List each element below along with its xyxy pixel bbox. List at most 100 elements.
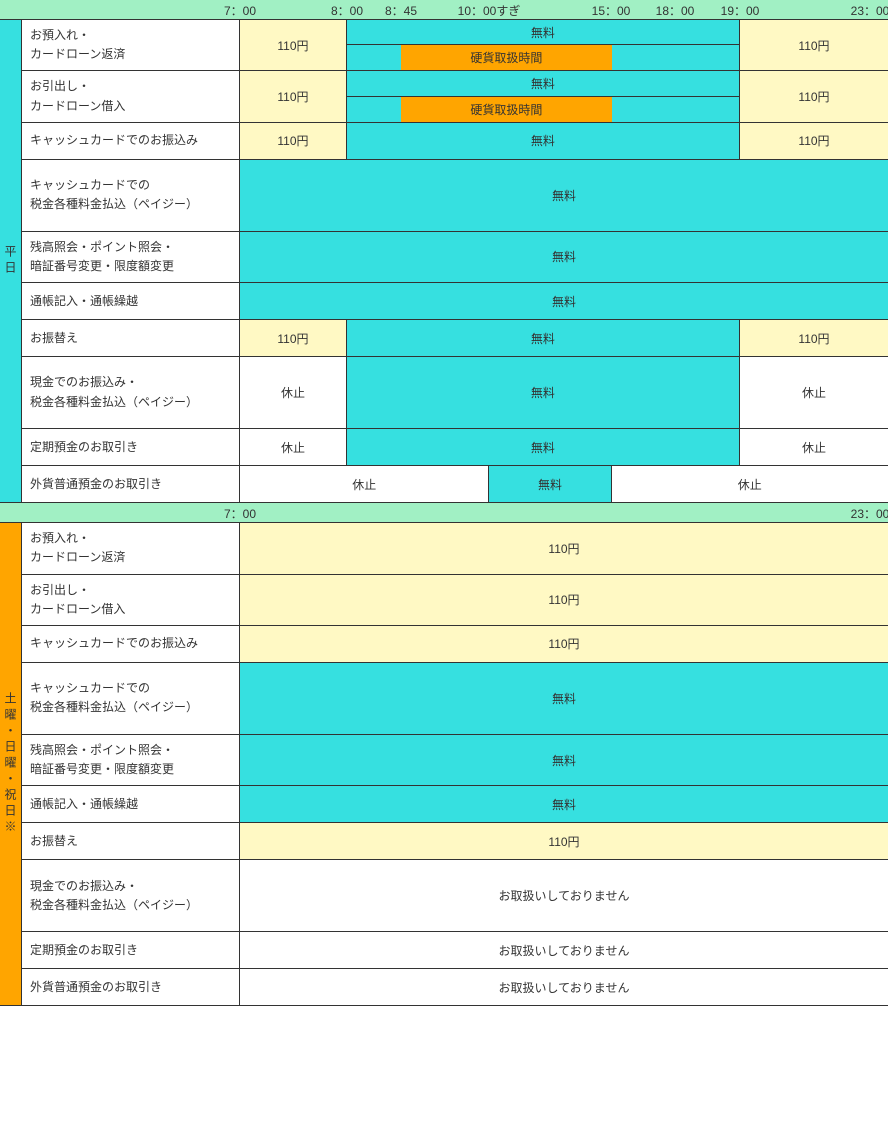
service-row: キャッシュカードでの税金各種料金払込（ペイジー）無料 [22, 662, 888, 734]
service-row: キャッシュカードでのお振込み110円 [22, 625, 888, 662]
time-segment: 無料 [240, 160, 888, 231]
time-segment: 110円 [240, 823, 888, 859]
time-segment: 無料 [240, 786, 888, 822]
time-segment: 110円 [240, 575, 888, 625]
row-body: 110円無料110円 [240, 123, 888, 159]
time-tick: 19：00 [721, 2, 760, 19]
service-row: お引出し・カードローン借入110円無料硬貨取扱時間110円 [22, 70, 888, 121]
time-tick: 8：45 [385, 2, 417, 19]
service-label: 残高照会・ポイント照会・暗証番号変更・限度額変更 [22, 232, 240, 282]
service-label: 外貨普通預金のお取引き [22, 969, 240, 1005]
row-body: 無料 [240, 735, 888, 785]
service-row: キャッシュカードでの税金各種料金払込（ペイジー）無料 [22, 159, 888, 231]
service-label: お預入れ・カードローン返済 [22, 20, 240, 70]
time-tick: 10：00すぎ [458, 2, 521, 19]
service-row: お預入れ・カードローン返済110円無料硬貨取扱時間110円 [22, 20, 888, 70]
service-label: 通帳記入・通帳繰越 [22, 786, 240, 822]
row-body: 無料 [240, 232, 888, 282]
time-segment: 無料 [240, 663, 888, 734]
time-segment [347, 97, 401, 122]
time-tick: 7：00 [224, 2, 256, 19]
time-segment: お取扱いしておりません [240, 969, 888, 1005]
time-segment: 110円 [240, 320, 347, 356]
row-body: 無料 [240, 786, 888, 822]
time-tick: 23：00 [851, 505, 888, 522]
time-segment: 無料 [347, 71, 740, 96]
time-segment: 無料 [347, 429, 740, 465]
weekend-section: 土曜・日曜・祝日※お預入れ・カードローン返済110円お引出し・カードローン借入1… [0, 523, 888, 1006]
time-segment: 硬貨取扱時間 [401, 97, 612, 122]
time-segment: 無料 [347, 357, 740, 428]
row-body: 110円 [240, 626, 888, 662]
time-tick: 8：00 [331, 2, 363, 19]
time-segment: 休止 [612, 466, 888, 502]
service-label: キャッシュカードでの税金各種料金払込（ペイジー） [22, 160, 240, 231]
time-segment: 硬貨取扱時間 [401, 45, 612, 70]
time-segment: 休止 [240, 357, 347, 428]
timeline-header: 7：008：008：4510：00すぎ15：0018：0019：0023：00 [0, 0, 888, 20]
time-segment: 無料 [240, 283, 888, 319]
row-body: 休止無料休止 [240, 429, 888, 465]
service-row: 現金でのお振込み・税金各種料金払込（ペイジー）お取扱いしておりません [22, 859, 888, 931]
time-segment: 110円 [740, 20, 888, 70]
time-tick: 7：00 [224, 505, 256, 522]
time-segment: 無料 [489, 466, 611, 502]
service-label: お引出し・カードローン借入 [22, 575, 240, 625]
time-segment: 休止 [740, 429, 888, 465]
time-segment: 無料 [240, 735, 888, 785]
row-body: 110円無料硬貨取扱時間110円 [240, 71, 888, 121]
time-segment: 休止 [740, 357, 888, 428]
time-segment: お取扱いしておりません [240, 860, 888, 931]
row-body: 休止無料休止 [240, 466, 888, 502]
row-body: 休止無料休止 [240, 357, 888, 428]
row-body: 110円 [240, 823, 888, 859]
weekday-section: 平日お預入れ・カードローン返済110円無料硬貨取扱時間110円お引出し・カードロ… [0, 20, 888, 503]
timeline-header: 7：00 23：00 [0, 503, 888, 523]
time-segment: 110円 [240, 71, 347, 121]
time-segment: 無料 [240, 232, 888, 282]
service-row: お預入れ・カードローン返済110円 [22, 523, 888, 573]
service-row: 外貨普通預金のお取引き休止無料休止 [22, 465, 888, 502]
service-label: お預入れ・カードローン返済 [22, 523, 240, 573]
weekday-tab: 平日 [0, 20, 22, 502]
time-segment: 無料 [347, 123, 740, 159]
time-segment: 無料 [347, 320, 740, 356]
time-segment: 110円 [240, 523, 888, 573]
service-row: 通帳記入・通帳繰越無料 [22, 785, 888, 822]
service-row: キャッシュカードでのお振込み110円無料110円 [22, 122, 888, 159]
row-body: 110円無料110円 [240, 320, 888, 356]
service-label: 現金でのお振込み・税金各種料金払込（ペイジー） [22, 357, 240, 428]
row-body: お取扱いしておりません [240, 860, 888, 931]
service-row: 現金でのお振込み・税金各種料金払込（ペイジー）休止無料休止 [22, 356, 888, 428]
service-label: お振替え [22, 320, 240, 356]
time-tick: 23：00 [851, 2, 888, 19]
time-segment: 休止 [240, 429, 347, 465]
service-label: 現金でのお振込み・税金各種料金払込（ペイジー） [22, 860, 240, 931]
service-row: 通帳記入・通帳繰越無料 [22, 282, 888, 319]
row-body: 110円無料硬貨取扱時間 110円 [240, 20, 888, 70]
row-body: 110円 [240, 523, 888, 573]
service-row: 定期預金のお取引きお取扱いしておりません [22, 931, 888, 968]
row-body: 110円 [240, 575, 888, 625]
time-segment [612, 45, 740, 70]
time-segment: 110円 [240, 626, 888, 662]
service-label: キャッシュカードでの税金各種料金払込（ペイジー） [22, 663, 240, 734]
time-segment: 110円 [240, 20, 347, 70]
row-body: お取扱いしておりません [240, 969, 888, 1005]
service-label: 通帳記入・通帳繰越 [22, 283, 240, 319]
service-row: お振替え110円無料110円 [22, 319, 888, 356]
service-label: キャッシュカードでのお振込み [22, 123, 240, 159]
service-row: 外貨普通預金のお取引きお取扱いしておりません [22, 968, 888, 1005]
time-segment: お取扱いしておりません [240, 932, 888, 968]
time-segment: 無料 [347, 20, 740, 45]
time-segment: 110円 [740, 123, 888, 159]
time-segment [347, 45, 401, 70]
weekend-tab: 土曜・日曜・祝日※ [0, 523, 22, 1005]
row-body: 無料 [240, 663, 888, 734]
row-body: お取扱いしておりません [240, 932, 888, 968]
service-label: 残高照会・ポイント照会・暗証番号変更・限度額変更 [22, 735, 240, 785]
service-label: お引出し・カードローン借入 [22, 71, 240, 121]
service-label: 定期預金のお取引き [22, 429, 240, 465]
row-body: 無料 [240, 160, 888, 231]
service-row: お振替え110円 [22, 822, 888, 859]
